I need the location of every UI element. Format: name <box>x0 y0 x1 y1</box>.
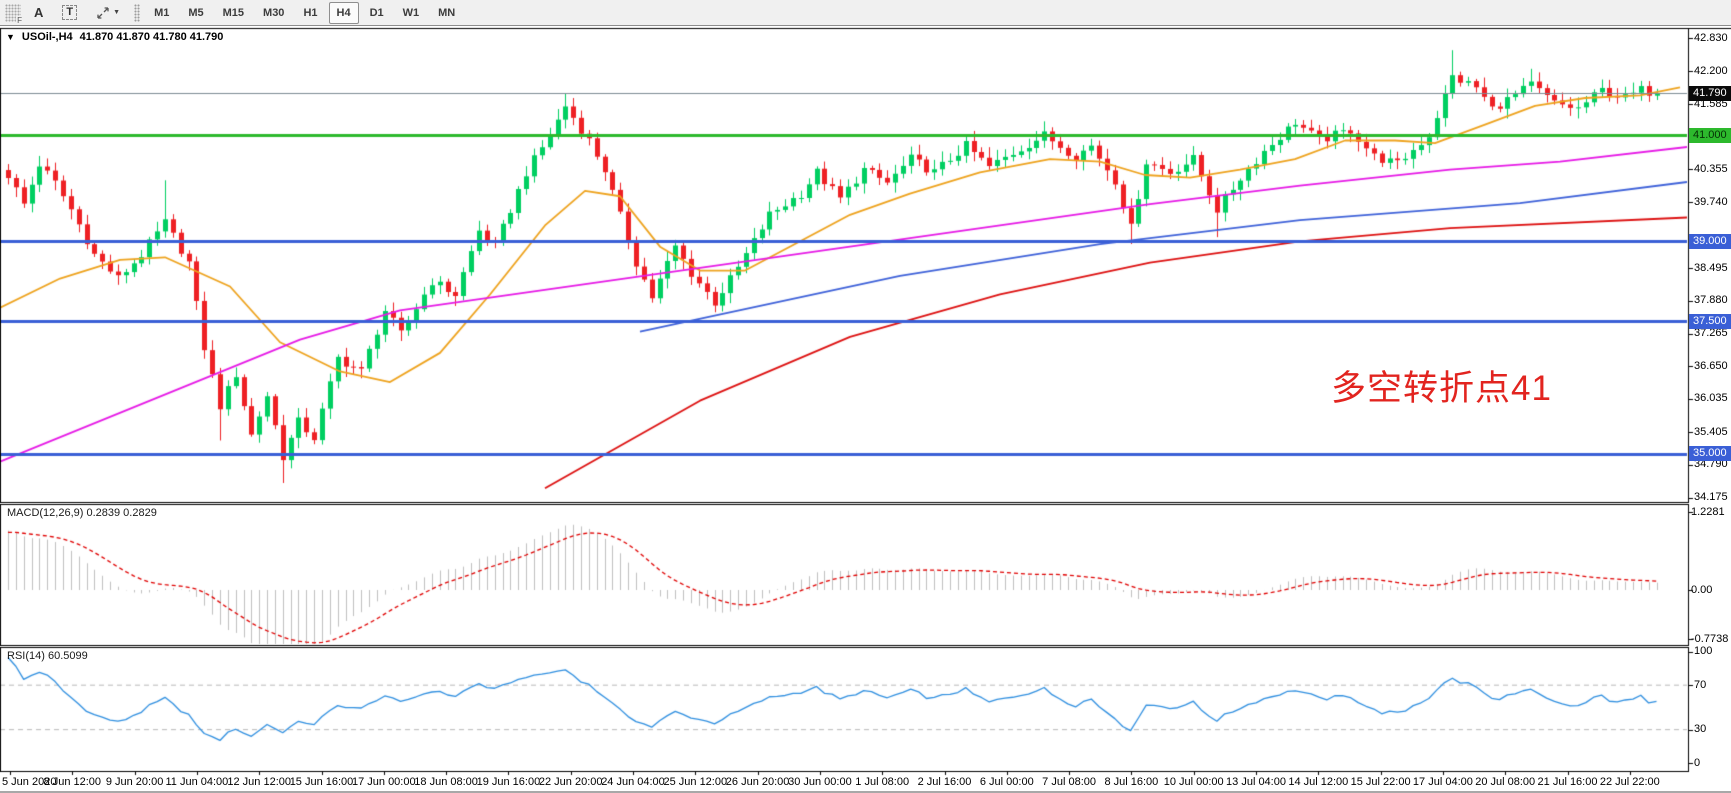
price-tick-label: 34.790 <box>1694 458 1728 471</box>
time-tick-label: 12 Jun 12:00 <box>227 776 291 788</box>
price-tick-label: 38.495 <box>1694 261 1728 274</box>
time-tick-label: 14 Jul 12:00 <box>1288 776 1349 788</box>
price-badge-39.000: 39.000 <box>1689 233 1731 249</box>
price-badge-41.790: 41.790 <box>1689 85 1731 101</box>
time-tick-label: 17 Jun 00:00 <box>351 776 416 788</box>
timeframe-button-w1[interactable]: W1 <box>395 2 428 24</box>
font-a-icon: A <box>34 5 44 20</box>
price-tick-label: 42.830 <box>1694 31 1728 44</box>
time-tick-label: 24 Jun 04:00 <box>601 776 665 788</box>
arrows-tool-button[interactable]: ▼ <box>88 2 128 24</box>
rsi-indicator-label: RSI(14) 60.5099 <box>7 650 88 662</box>
rsi-scale-label: 70 <box>1694 678 1707 691</box>
time-tick-label: 30 Jun 00:00 <box>788 776 852 788</box>
price-tick-label: 35.405 <box>1694 425 1728 438</box>
price-badge-41.000: 41.000 <box>1689 127 1731 143</box>
time-tick-label: 1 Jul 08:00 <box>855 776 910 788</box>
price-tick-label: 37.265 <box>1694 327 1728 339</box>
rsi-scale-label: 100 <box>1694 645 1713 658</box>
diagonal-arrows-icon <box>97 6 109 19</box>
text-tool-button[interactable]: T <box>54 2 85 24</box>
text-t-icon: T <box>62 5 78 20</box>
font-tool-button[interactable]: A <box>26 2 51 24</box>
chart-symbol-timeframe: USOil-,H4 <box>21 31 73 43</box>
rsi-scale-label: 30 <box>1694 723 1707 736</box>
time-tick-label: 22 Jul 22:00 <box>1599 776 1660 788</box>
collapse-triangle-icon[interactable]: ▼ <box>6 32 15 42</box>
price-badge-37.500: 37.500 <box>1689 313 1731 329</box>
macd-scale-label: 0.00 <box>1691 583 1713 596</box>
price-tick-label: 42.200 <box>1694 64 1728 77</box>
time-tick-label: 11 Jun 04:00 <box>165 776 229 788</box>
macd-scale-label: 1.2281 <box>1691 505 1725 518</box>
time-tick-label: 15 Jul 22:00 <box>1350 776 1411 788</box>
time-tick-label: 9 Jun 20:00 <box>105 776 164 788</box>
time-tick-label: 25 Jun 12:00 <box>663 776 728 788</box>
time-tick-label: 20 Jul 08:00 <box>1475 776 1536 788</box>
rsi-scale-label: 0 <box>1694 756 1701 769</box>
timeframe-button-m5[interactable]: M5 <box>180 2 211 24</box>
time-tick-label: 2 Jul 16:00 <box>917 776 972 788</box>
toolbar-grip-icon[interactable]: F <box>5 3 22 25</box>
chart-annotation-text: 多空转折点41 <box>1331 369 1552 408</box>
time-tick-label: 13 Jul 04:00 <box>1226 776 1286 788</box>
window-bottom-edge <box>0 791 1731 793</box>
time-tick-label: 18 Jun 08:00 <box>414 776 478 788</box>
price-tick-label: 39.740 <box>1694 195 1728 208</box>
timeframe-button-h4[interactable]: H4 <box>328 1 359 24</box>
time-tick-label: 5 Jun 2020 <box>2 776 57 788</box>
toolbar-separator-grip[interactable] <box>134 3 141 22</box>
time-tick-label: 6 Jul 00:00 <box>979 776 1034 788</box>
chart-title-bar: ▼ USOil-,H4 41.870 41.870 41.780 41.790 <box>6 31 223 43</box>
toolbar: F A T ▼ M1 M5 M15 M30 H1 H4 D1 W1 MN <box>0 0 1731 26</box>
time-tick-label: 22 Jun 20:00 <box>538 776 603 788</box>
time-tick-label: 15 Jun 16:00 <box>289 776 354 788</box>
time-tick-label: 26 Jun 20:00 <box>725 776 790 788</box>
price-tick-label: 36.035 <box>1694 392 1728 405</box>
timeframe-button-m15[interactable]: M15 <box>215 2 252 24</box>
timeframe-button-h1[interactable]: H1 <box>295 2 325 24</box>
price-tick-label: 34.175 <box>1694 491 1728 504</box>
timeframe-button-m1[interactable]: M1 <box>146 2 177 24</box>
time-tick-label: 17 Jul 04:00 <box>1412 776 1473 788</box>
price-tick-label: 36.650 <box>1694 359 1728 372</box>
time-tick-label: 8 Jul 16:00 <box>1104 776 1159 788</box>
price-tick-label: 40.355 <box>1694 162 1728 175</box>
price-badge-35.000: 35.000 <box>1689 446 1731 462</box>
dropdown-caret-icon: ▼ <box>113 9 121 16</box>
grip-f-label: F <box>16 15 22 25</box>
macd-scale-label: -0.7738 <box>1691 632 1729 645</box>
time-tick-label: 7 Jul 08:00 <box>1042 776 1097 788</box>
time-tick-label: 21 Jul 16:00 <box>1537 776 1598 788</box>
macd-indicator-label: MACD(12,26,9) 0.2839 0.2829 <box>7 507 157 519</box>
timeframe-button-mn[interactable]: MN <box>430 2 463 24</box>
time-tick-label: 19 Jun 16:00 <box>476 776 541 788</box>
timeframe-button-d1[interactable]: D1 <box>362 2 392 24</box>
price-tick-label: 37.880 <box>1694 294 1728 307</box>
chart-ohlc-values: 41.870 41.870 41.780 41.790 <box>79 31 224 43</box>
time-tick-label: 10 Jul 00:00 <box>1163 776 1224 788</box>
timeframe-button-m30[interactable]: M30 <box>255 2 292 24</box>
time-tick-label: 8 Jun 12:00 <box>43 776 102 788</box>
